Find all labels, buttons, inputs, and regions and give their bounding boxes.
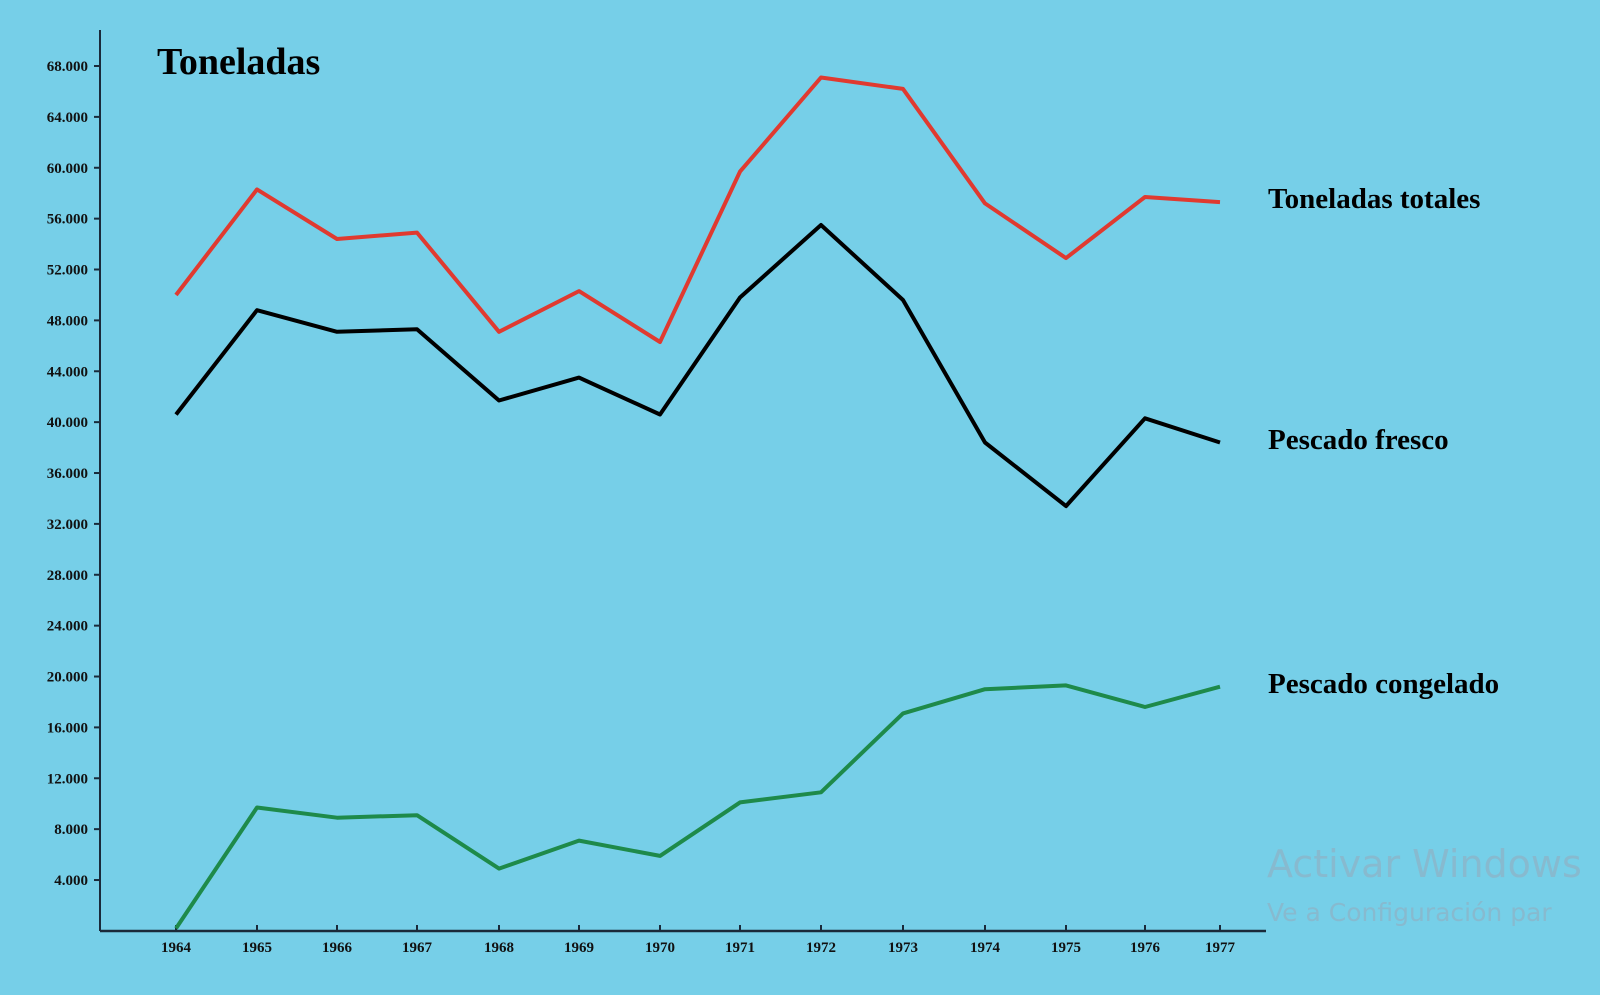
series-line-1 (174, 223, 1221, 509)
y-tick-label: 64.000 (47, 110, 88, 126)
y-tick-label: 68.000 (47, 59, 88, 75)
x-tick-label: 1967 (402, 940, 433, 956)
y-tick-label: 40.000 (47, 415, 88, 431)
x-tick-label: 1972 (806, 940, 836, 956)
y-tick-label: 48.000 (47, 313, 88, 329)
series-line-0 (174, 75, 1221, 344)
y-tick-label: 32.000 (47, 517, 88, 533)
chart-title: Toneladas (157, 41, 320, 83)
y-tick-label: 60.000 (47, 161, 88, 177)
x-tick-label: 1970 (645, 940, 675, 956)
x-tick-label: 1964 (161, 940, 192, 956)
y-tick-label: 16.000 (47, 720, 88, 736)
series-line-2 (174, 683, 1221, 930)
y-tick-label: 28.000 (47, 568, 88, 584)
y-tick-label: 20.000 (47, 670, 88, 686)
x-tick-label: 1969 (564, 940, 594, 956)
x-tick-label: 1965 (242, 940, 272, 956)
x-tick-label: 1974 (970, 940, 1001, 956)
x-tick-label: 1977 (1205, 940, 1236, 956)
y-tick-label: 36.000 (47, 466, 88, 482)
y-tick-label: 52.000 (47, 263, 88, 279)
series-label-0: Toneladas totales (1268, 183, 1480, 215)
series-label-2: Pescado congelado (1268, 668, 1499, 700)
x-tick-label: 1975 (1051, 940, 1081, 956)
y-tick-label: 24.000 (47, 619, 88, 635)
y-tick-label: 12.000 (47, 771, 88, 787)
watermark-line2: Ve a Configuración par (1267, 898, 1552, 927)
series-label-1: Pescado fresco (1268, 424, 1449, 456)
y-tick-label: 4.000 (54, 873, 88, 889)
x-tick-label: 1966 (322, 940, 353, 956)
x-tick-label: 1971 (725, 940, 755, 956)
x-tick-label: 1976 (1130, 940, 1161, 956)
y-tick-label: 8.000 (54, 822, 88, 838)
y-tick-label: 44.000 (47, 364, 88, 380)
y-tick-label: 56.000 (47, 212, 88, 228)
watermark-line1: Activar Windows (1267, 842, 1582, 886)
x-tick-label: 1973 (888, 940, 918, 956)
x-tick-label: 1968 (484, 940, 514, 956)
